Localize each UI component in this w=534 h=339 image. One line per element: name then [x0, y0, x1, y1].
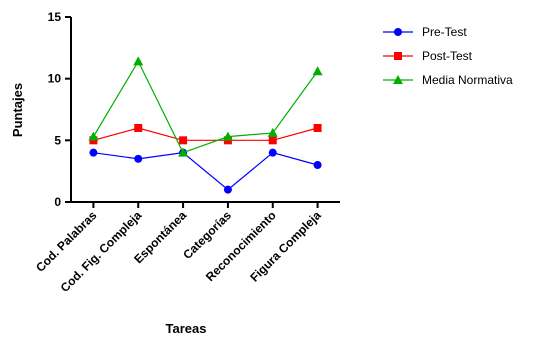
data-point-triangle	[222, 131, 233, 141]
data-point-triangle	[267, 127, 278, 137]
series-line	[92, 60, 319, 154]
data-point-triangle	[178, 147, 189, 157]
data-point-triangle	[393, 75, 403, 84]
legend-label: Pre-Test	[422, 25, 467, 39]
data-point-circle	[268, 148, 277, 157]
data-point-circle	[394, 28, 402, 36]
y-tick-label: 10	[48, 72, 62, 86]
data-point-triangle	[133, 56, 144, 66]
axes	[65, 16, 340, 208]
legend-label: Post-Test	[422, 49, 473, 63]
data-point-circle	[313, 161, 322, 169]
data-point-triangle	[312, 66, 323, 76]
data-point-triangle	[88, 131, 99, 141]
data-point-circle	[89, 148, 98, 157]
series-media-normativa	[88, 56, 323, 157]
data-point-square	[313, 124, 322, 132]
y-tick-labels: 0 5 10 15	[48, 10, 62, 209]
legend-label: Media Normativa	[422, 73, 513, 87]
data-point-square	[394, 52, 402, 60]
series-line	[93, 127, 318, 141]
series-post-test	[89, 124, 322, 145]
legend-item: Media Normativa	[383, 73, 513, 87]
legend-item: Post-Test	[383, 49, 473, 63]
y-axis-title: Puntajes	[10, 83, 25, 137]
y-tick-label: 0	[54, 195, 61, 209]
x-axis-title: Tareas	[166, 321, 207, 336]
data-point-square	[134, 124, 143, 132]
series-layer	[88, 56, 323, 194]
data-point-square	[179, 136, 188, 145]
series-line	[93, 152, 318, 191]
data-point-circle	[223, 185, 232, 194]
legend-item: Pre-Test	[383, 25, 467, 39]
data-point-square	[268, 136, 277, 145]
y-tick-label: 15	[48, 10, 62, 24]
legend: Pre-Test Post-Test Media Normativa	[383, 25, 513, 87]
y-tick-label: 5	[54, 133, 61, 147]
data-point-circle	[134, 154, 143, 163]
x-tick-label: Cod. Fig. Compleja	[58, 208, 145, 295]
series-pre-test	[89, 148, 322, 194]
